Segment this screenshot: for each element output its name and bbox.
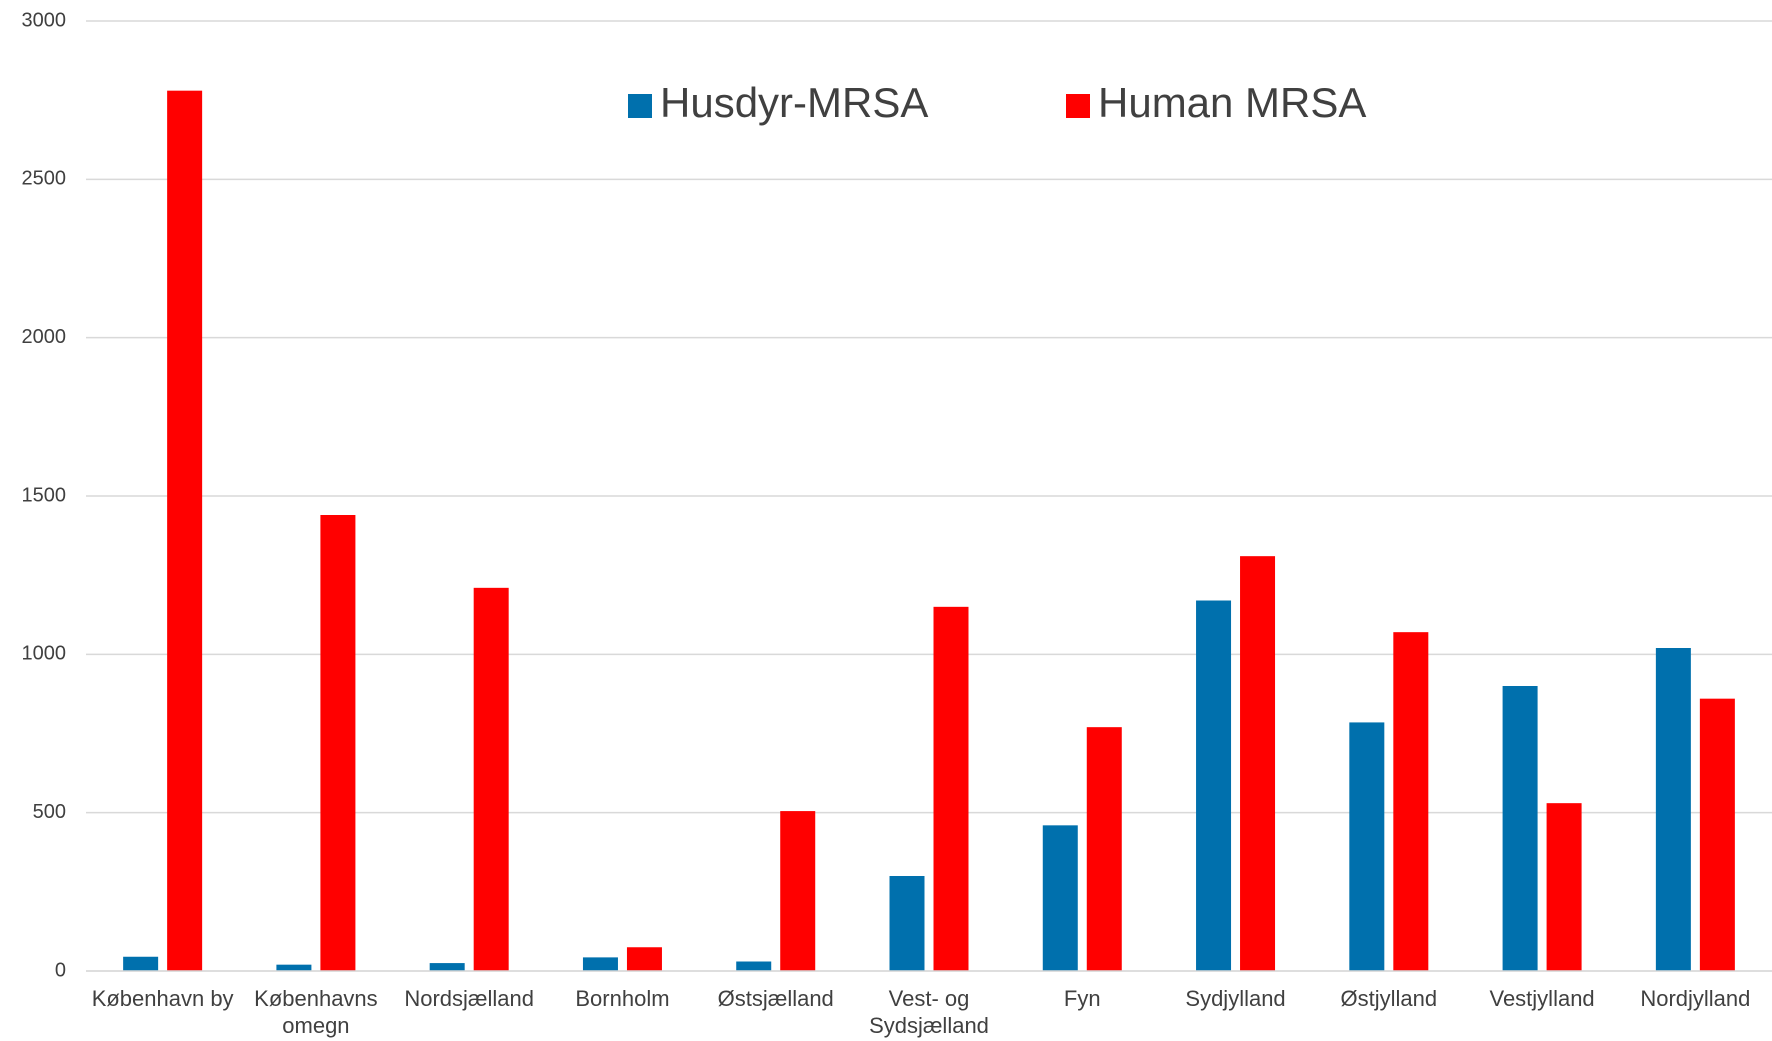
x-tick-label: Fyn — [1063, 986, 1101, 1011]
bar — [780, 811, 816, 971]
x-tick-label: Østsjælland — [717, 986, 834, 1011]
legend-swatch — [628, 94, 652, 118]
x-tick-label: Østjylland — [1340, 986, 1438, 1011]
bar — [582, 957, 618, 971]
bar — [1699, 698, 1735, 971]
bar — [626, 947, 662, 971]
x-tick-label: København by — [91, 986, 234, 1011]
bar — [123, 956, 159, 971]
legend-label: Human MRSA — [1098, 79, 1366, 126]
bar — [933, 606, 969, 971]
bar — [429, 963, 465, 971]
x-tick-label: Vest- og Sydsjælland — [869, 986, 989, 1038]
bar — [736, 961, 772, 971]
y-tick-label: 3000 — [22, 9, 67, 31]
bar — [276, 964, 312, 971]
x-tick-label: Københavns omegn — [254, 986, 378, 1038]
y-tick-label: 2000 — [22, 326, 67, 348]
bar — [1393, 632, 1429, 971]
x-tick-label: Nordjylland — [1640, 986, 1751, 1011]
x-tick-label: Sydjylland — [1185, 986, 1286, 1011]
y-tick-label: 0 — [55, 959, 66, 981]
bar — [1042, 825, 1078, 971]
bar — [1196, 600, 1232, 971]
bar — [1502, 686, 1538, 971]
bar — [1655, 648, 1691, 971]
bar — [1546, 803, 1582, 971]
bar — [1086, 727, 1122, 971]
x-tick-label: Nordsjælland — [404, 986, 534, 1011]
bar — [1240, 556, 1276, 971]
bar — [167, 90, 203, 971]
bar — [1349, 722, 1385, 971]
bar — [889, 876, 925, 971]
x-tick-label: Bornholm — [575, 986, 670, 1011]
legend-label: Husdyr-MRSA — [660, 79, 928, 126]
y-tick-label: 1000 — [22, 643, 67, 665]
bar — [320, 515, 356, 971]
y-tick-label: 1500 — [22, 484, 67, 506]
bar — [473, 587, 509, 971]
x-tick-label: Vestjylland — [1489, 986, 1595, 1011]
y-tick-label: 2500 — [22, 168, 67, 190]
y-tick-label: 500 — [33, 801, 66, 823]
legend-swatch — [1066, 94, 1090, 118]
